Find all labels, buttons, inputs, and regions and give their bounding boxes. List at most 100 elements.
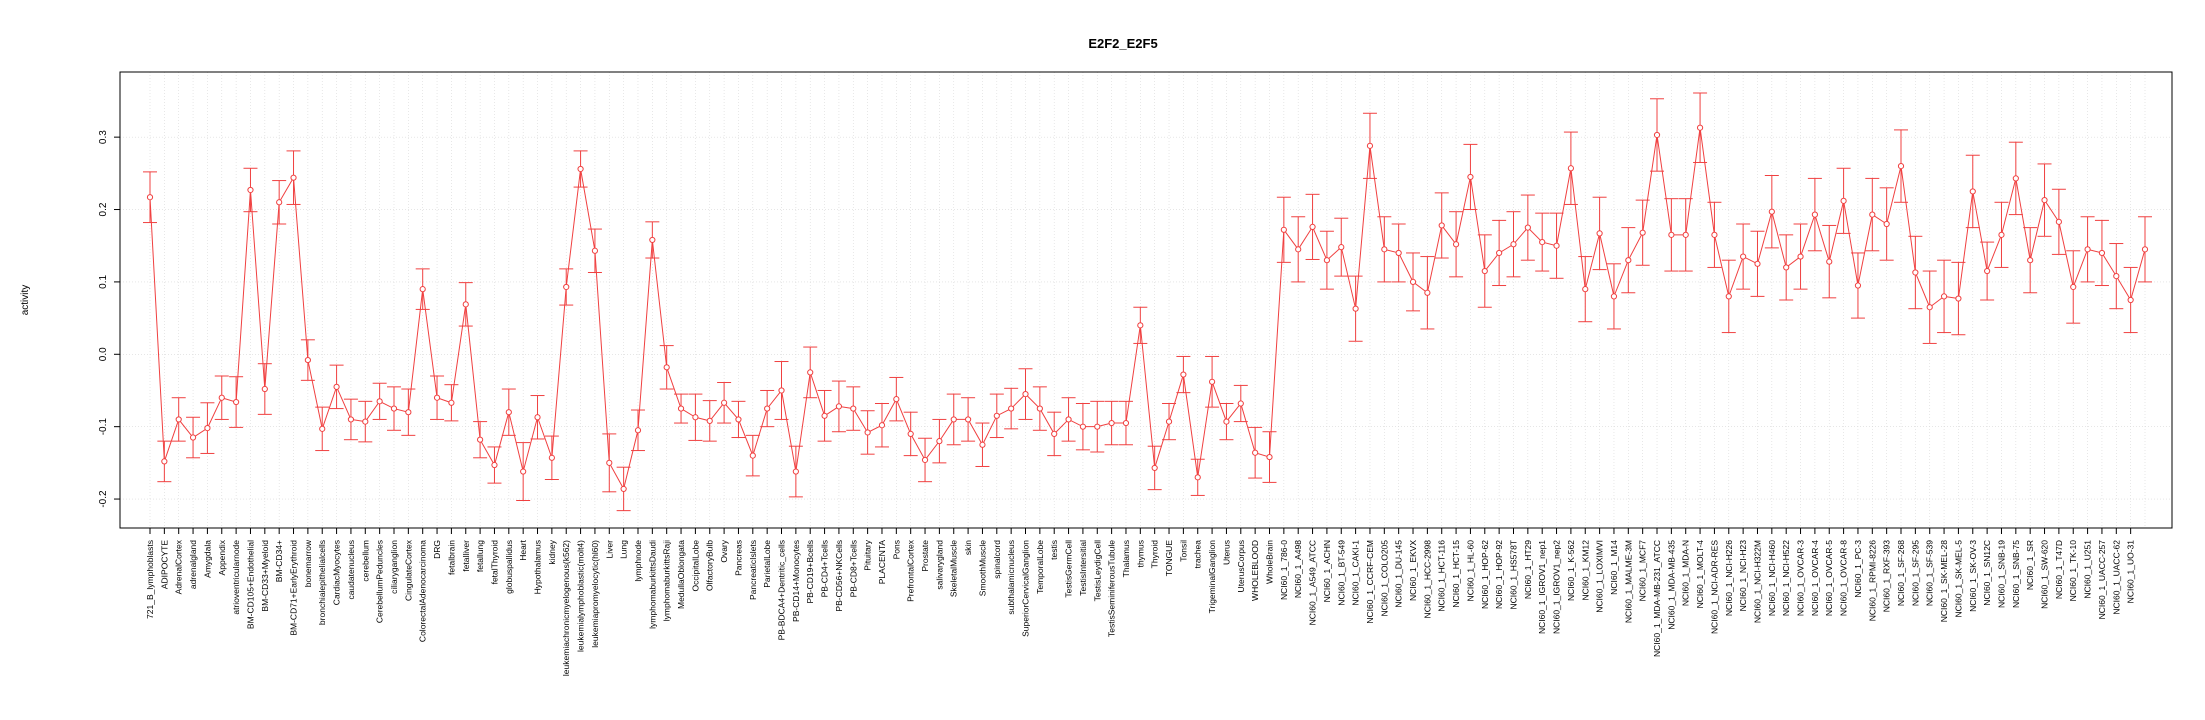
x-tick-label: NCI60_1_OVCAR-5 xyxy=(1824,540,1834,616)
data-point xyxy=(218,394,225,401)
x-tick-label: leukemiapromyelocytic(hl60) xyxy=(590,540,600,648)
x-tick-label: Pancreas xyxy=(733,540,743,576)
data-point xyxy=(1280,226,1287,233)
data-point xyxy=(1955,295,1962,302)
data-point xyxy=(1266,453,1273,461)
data-point xyxy=(792,468,799,475)
x-tick-label: PancreaticIslets xyxy=(748,540,758,600)
data-point xyxy=(1524,224,1531,231)
data-point xyxy=(936,438,943,445)
data-point xyxy=(1323,257,1331,264)
data-point xyxy=(161,458,168,465)
x-tick-label: caudatenucleus xyxy=(346,540,356,600)
data-point xyxy=(1725,293,1732,300)
data-point xyxy=(1108,419,1115,427)
data-point xyxy=(2055,218,2062,225)
x-tick-label: globuspallidus xyxy=(504,540,514,594)
x-tick-label: NCI60_1_U251 xyxy=(2083,540,2093,599)
data-point xyxy=(1869,211,1876,218)
data-point xyxy=(1496,249,1503,257)
data-point xyxy=(1180,371,1187,378)
data-point xyxy=(692,414,699,421)
plot-frame xyxy=(119,71,2173,529)
data-point xyxy=(247,186,254,194)
x-tick-label: CardiacMyocytes xyxy=(332,540,342,605)
data-point xyxy=(979,441,986,448)
x-tick-label: CingulateCortex xyxy=(403,539,413,601)
data-point xyxy=(1811,211,1818,218)
x-tick-label: NCI60_1_SF-539 xyxy=(1925,540,1935,606)
x-tick-label: NCI60_1_HS578T xyxy=(1508,540,1518,609)
x-tick-label: ADIPOCYTE xyxy=(159,540,169,589)
x-tick-label: Hypothalamus xyxy=(533,540,543,594)
data-point xyxy=(1653,131,1661,139)
x-tick-label: PB-CD4+Tcells xyxy=(820,540,830,597)
data-point xyxy=(563,283,570,291)
x-tick-label: NCI60_1_HOP-92 xyxy=(1494,540,1504,609)
x-tick-label: NCI60_1_MCF7 xyxy=(1638,540,1648,602)
data-point xyxy=(663,364,670,371)
x-tick-label: Tonsil xyxy=(1178,540,1188,562)
data-point xyxy=(433,394,441,401)
x-tick-label: Lung xyxy=(619,540,629,559)
x-tick-label: NCI60_1_HCC-2998 xyxy=(1422,540,1432,619)
x-tick-label: NCI60_1_MOLT-4 xyxy=(1695,540,1705,609)
data-point xyxy=(850,405,857,412)
data-point xyxy=(1252,449,1259,456)
x-tick-label: NCI60_1_SF-295 xyxy=(1910,540,1920,606)
data-point xyxy=(2084,246,2091,253)
x-tick-label: NCI60_1_BT-549 xyxy=(1336,540,1346,606)
x-tick-label: SmoothMuscle xyxy=(977,540,987,596)
x-tick-label: WHOLEBLOOD xyxy=(1250,540,1260,601)
data-point xyxy=(204,425,211,432)
x-tick-label: spinalcord xyxy=(992,540,1002,579)
data-point xyxy=(706,417,713,424)
data-point xyxy=(2127,296,2134,304)
x-tick-label: BM-CD34+ xyxy=(274,540,284,582)
x-tick-label: TestisIntersitial xyxy=(1078,540,1088,596)
data-point xyxy=(735,416,742,423)
y-axis-label: activity xyxy=(20,285,31,316)
data-point xyxy=(276,199,283,206)
x-tick-label: NCI60_1_CAKI-1 xyxy=(1351,540,1361,606)
x-tick-label: NCI60_1_HCT-116 xyxy=(1437,540,1447,612)
x-tick-label: ciliaryganglion xyxy=(389,540,399,594)
x-tick-label: TrigeminalGanglion xyxy=(1207,540,1217,614)
x-tick-label: SuperiorCervicalGanglion xyxy=(1021,540,1031,637)
x-tick-label: leukemialymphoblastic(molt4) xyxy=(576,540,586,652)
x-tick-label: NCI60_1_SK-MEL-5 xyxy=(1953,540,1963,618)
x-tick-label: PrefrontalCortex xyxy=(906,539,916,602)
data-point xyxy=(1424,289,1431,296)
x-tick-label: PB-CD8+Tcells xyxy=(848,540,858,597)
x-tick-label: NCI60_1_M14 xyxy=(1609,540,1619,595)
data-point xyxy=(721,399,728,406)
x-tick-label: cerebellum xyxy=(360,540,370,582)
data-point xyxy=(347,416,355,423)
data-point xyxy=(1553,242,1560,249)
x-tick-label: NCI60_1_SNB-75 xyxy=(2011,540,2021,608)
data-point xyxy=(1826,258,1833,265)
data-point xyxy=(1452,241,1460,248)
data-point xyxy=(1122,419,1130,427)
data-point xyxy=(878,422,886,429)
x-tick-label: skin xyxy=(963,540,973,555)
data-point xyxy=(1940,293,1948,300)
x-tick-label: BM-CD33+Myeloid xyxy=(260,540,270,612)
data-point xyxy=(1969,188,1976,195)
x-tick-label: NCI60_1_HT29 xyxy=(1523,540,1533,599)
x-tick-label: NCI60_1_SK-OV-3 xyxy=(1968,540,1978,612)
x-tick-label: NCI60_1_A549_ATCC xyxy=(1308,540,1318,625)
data-point xyxy=(1208,378,1216,385)
y-tick-label: 0.3 xyxy=(98,130,109,144)
x-tick-label: NCI60_1_K-562 xyxy=(1566,540,1576,601)
data-point xyxy=(2141,246,2149,253)
grid xyxy=(120,72,2172,528)
x-tick-label: NCI60_1_HCT-15 xyxy=(1451,540,1461,608)
data-point xyxy=(2113,273,2120,280)
x-tick-label: NCI60_1_MDA-MB-435 xyxy=(1666,540,1676,630)
data-point xyxy=(2098,249,2106,257)
x-tick-label: Liver xyxy=(604,540,614,559)
x-tick-label: NCI60_1_IGROV1_nep2 xyxy=(1552,540,1562,634)
data-point xyxy=(189,434,197,441)
data-point xyxy=(233,398,240,406)
